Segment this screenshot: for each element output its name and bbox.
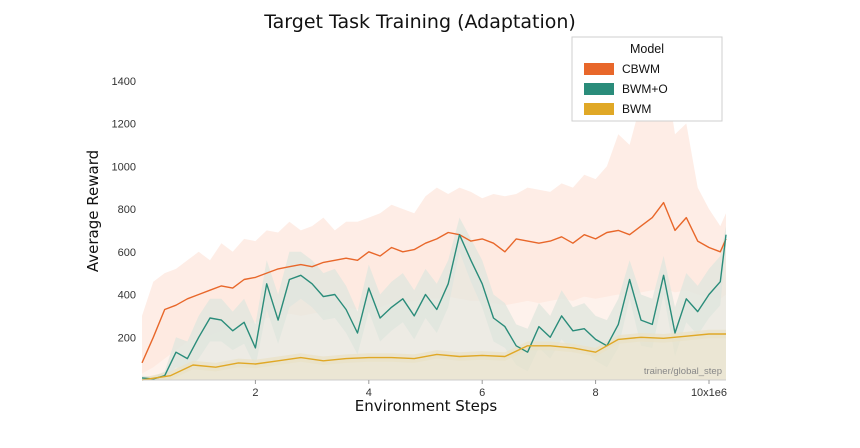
legend-items: CBWM BWM+O BWM xyxy=(584,62,668,116)
x-axis-ticks: 2 4 6 8 10x1e6 xyxy=(252,380,727,399)
x-tick-label: 10x1e6 xyxy=(691,387,727,399)
y-tick-label: 600 xyxy=(118,247,136,259)
x-axis-title: Environment Steps xyxy=(355,397,498,415)
x-tick-label: 2 xyxy=(252,387,258,399)
plot-area xyxy=(141,59,727,381)
legend: Model CBWM BWM+O BWM xyxy=(571,36,723,122)
line-bwm xyxy=(141,333,726,381)
y-axis-ticks: 200 400 600 800 1000 1200 1400 xyxy=(112,76,136,345)
legend-label-cbwm: CBWM xyxy=(622,62,660,76)
area-bwm xyxy=(142,334,726,380)
legend-box xyxy=(571,36,723,122)
legend-swatch-bwm xyxy=(584,103,614,115)
x-tick-label: 4 xyxy=(366,387,372,399)
legend-label-bwm-o: BWM+O xyxy=(622,82,668,96)
trainer-global-step-annotation: trainer/global_step xyxy=(644,366,722,377)
x-tick-label: 8 xyxy=(593,387,599,399)
legend-title: Model xyxy=(630,42,664,56)
x-tick-label: 6 xyxy=(479,387,485,399)
legend-swatch-cbwm xyxy=(584,63,614,75)
y-tick-label: 1000 xyxy=(112,161,136,173)
y-tick-label: 400 xyxy=(118,290,136,302)
y-tick-label: 200 xyxy=(118,332,136,344)
y-tick-label: 1400 xyxy=(112,76,136,88)
y-axis-title: Average Reward xyxy=(84,150,102,272)
y-tick-label: 1200 xyxy=(112,119,136,131)
area-bwm-o xyxy=(142,234,726,380)
legend-swatch-bwm-o xyxy=(584,83,614,95)
line-bwm-o xyxy=(141,233,727,380)
legend-label-bwm: BWM xyxy=(622,102,651,116)
line-cbwm xyxy=(141,201,727,364)
y-tick-label: 800 xyxy=(118,204,136,216)
series-lines xyxy=(141,201,727,381)
chart-title: Target Task Training (Adaptation) xyxy=(263,11,576,33)
